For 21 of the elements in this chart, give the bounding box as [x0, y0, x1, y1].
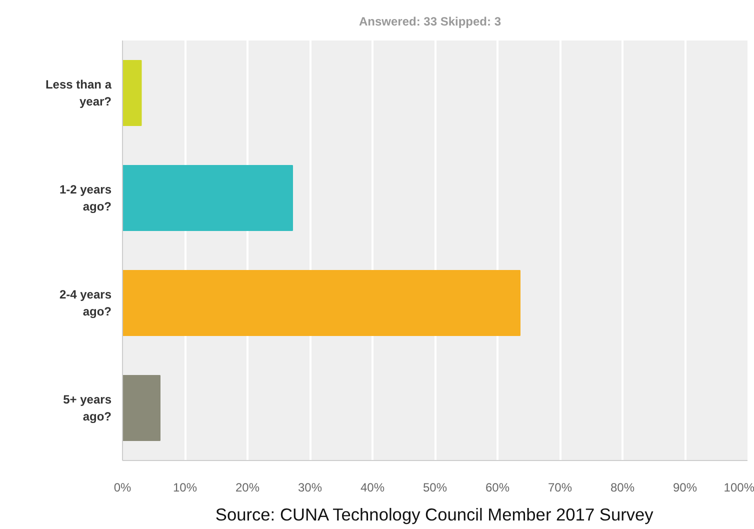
bar	[122, 270, 520, 336]
y-tick-label: Less than a year?	[45, 78, 112, 108]
source-note: Source: CUNA Technology Council Member 2017 Survey	[215, 504, 654, 524]
x-tick-label: 100%	[724, 480, 754, 494]
x-tick-label: 80%	[610, 480, 635, 494]
chart-title: Answered: 33 Skipped: 3	[358, 14, 502, 28]
x-tick-label: 0%	[114, 480, 132, 494]
y-tick-label: 1-2 years ago?	[59, 182, 112, 214]
x-tick-label: 20%	[235, 480, 260, 494]
y-tick-label: 5+ years ago?	[63, 392, 112, 424]
bar	[122, 374, 160, 442]
bar	[122, 164, 293, 232]
x-tick-label: 60%	[485, 480, 510, 494]
x-tick-label: 30%	[298, 480, 322, 494]
x-tick-label: 90%	[672, 480, 698, 494]
x-tick-label: 10%	[172, 480, 198, 494]
x-tick-label: 50%	[422, 480, 448, 494]
y-tick-label: 2-4 years ago?	[59, 288, 112, 318]
x-tick-label: 40%	[360, 480, 385, 494]
bar	[122, 60, 142, 126]
x-tick-label: 70%	[548, 480, 572, 494]
